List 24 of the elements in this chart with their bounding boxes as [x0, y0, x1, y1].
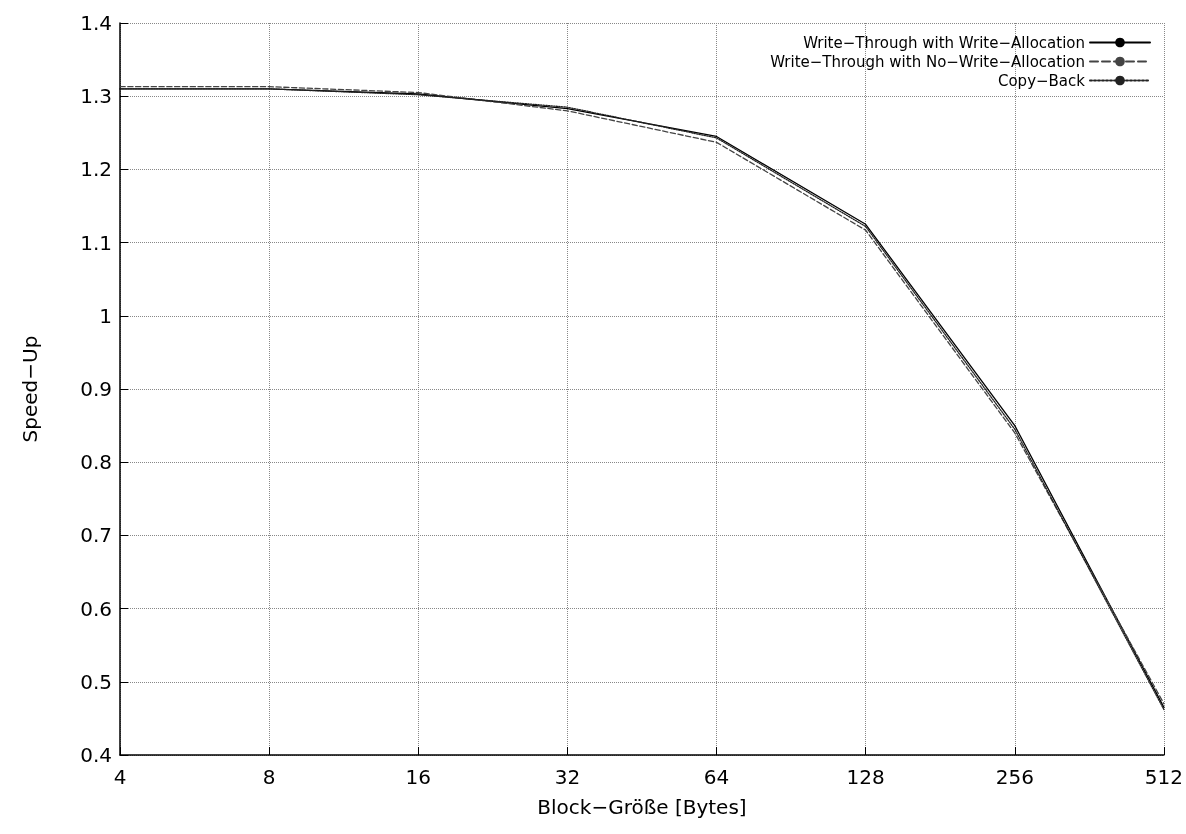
y-tick-label: 0.4: [80, 743, 112, 767]
x-tick-label: 8: [262, 765, 276, 789]
legend-label: Write−Through with No−Write−Allocation: [770, 52, 1085, 71]
y-tick-label: 0.8: [80, 450, 112, 475]
x-tick-label: 4: [113, 765, 127, 789]
y-tick-label: 1.4: [80, 11, 112, 35]
y-tick-label: 0.7: [80, 523, 112, 548]
y-tick-label: 0.9: [80, 377, 112, 401]
x-tick-label: 512: [1144, 765, 1184, 789]
x-axis-title: Block−Größe [Bytes]: [537, 795, 747, 819]
y-tick-label: 1.1: [80, 230, 112, 255]
y-tick-label: 0.5: [80, 669, 112, 694]
x-tick-label: 16: [405, 765, 431, 789]
y-tick-label: 1: [99, 303, 112, 328]
x-tick-label: 128: [846, 765, 885, 789]
legend-label: Copy−Back: [997, 71, 1086, 90]
x-tick-label: 64: [703, 765, 730, 789]
legend-label: Write−Through with Write−Allocation: [803, 33, 1085, 52]
x-tick-label: 256: [995, 765, 1034, 789]
y-tick-label: 1.2: [80, 157, 112, 182]
y-tick-label: 1.3: [80, 84, 112, 109]
y-tick-label: 0.6: [80, 596, 112, 621]
x-tick-label: 32: [554, 765, 581, 789]
y-axis-title: Speed−Up: [18, 335, 42, 443]
